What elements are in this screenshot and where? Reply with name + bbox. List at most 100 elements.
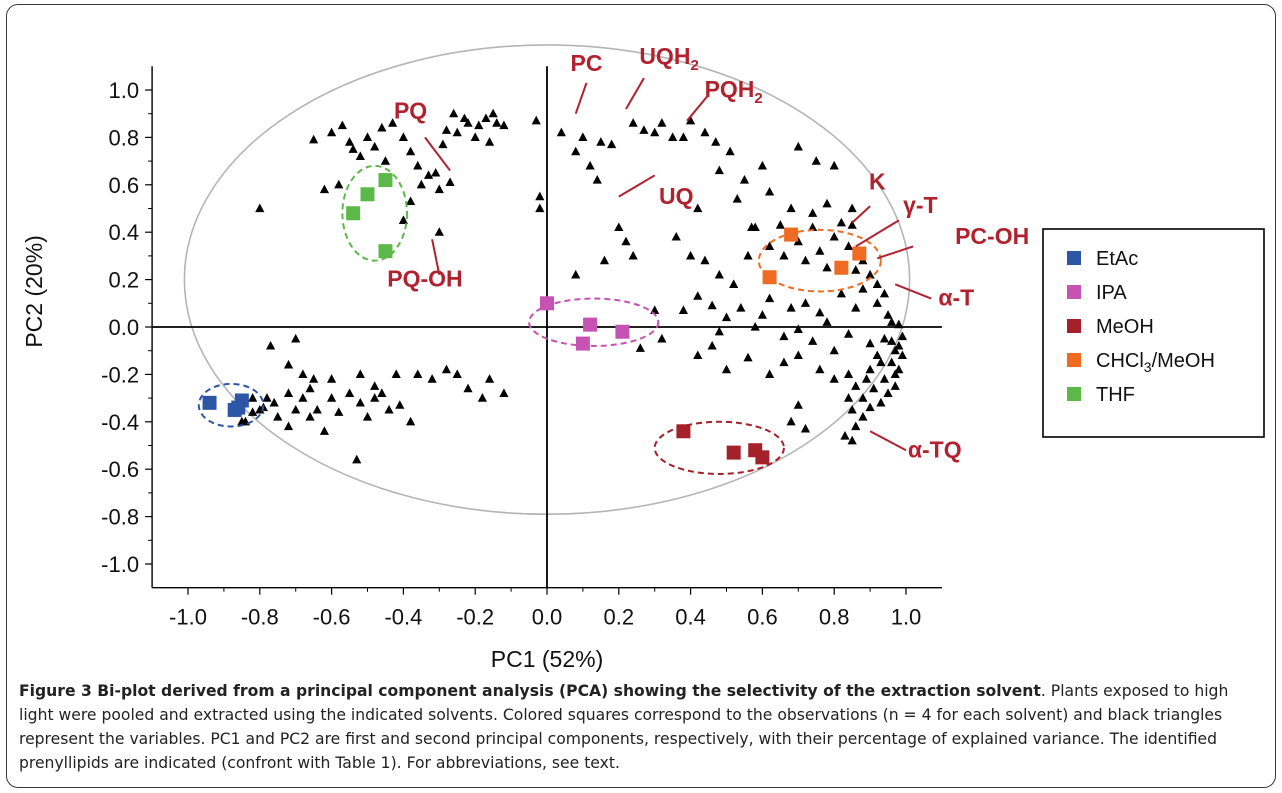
variable-triangle: [686, 115, 696, 125]
y-tick-label: 0.0: [109, 315, 140, 340]
variable-triangle: [384, 404, 394, 414]
annotation-leader-uqh2: [625, 77, 645, 110]
variable-triangle: [492, 118, 502, 127]
annotation-leader-pq: [424, 136, 451, 172]
x-tick-label: -0.2: [456, 605, 494, 630]
variable-triangle: [829, 160, 839, 170]
variable-triangle: [628, 250, 638, 260]
variable-triangle: [344, 137, 355, 146]
observation-square: [360, 187, 375, 202]
variable-triangle: [869, 383, 879, 393]
variables-group: [237, 108, 908, 464]
variable-triangle: [732, 194, 742, 203]
variable-triangle: [370, 141, 380, 151]
variable-triangle: [355, 151, 365, 160]
observation-square: [726, 445, 741, 460]
variable-triangle: [441, 364, 452, 374]
variable-triangle: [273, 412, 283, 421]
annotation-leader-alpha-t: [894, 283, 932, 300]
x-tick-label: 0.0: [532, 605, 563, 630]
variable-triangle: [721, 364, 732, 374]
variable-triangle: [262, 393, 272, 402]
x-tick-label: -0.6: [313, 605, 351, 630]
variable-triangle: [779, 331, 789, 341]
variable-triangle: [531, 115, 541, 125]
variable-triangle: [725, 146, 735, 156]
y-tick-label: -0.4: [101, 410, 139, 435]
annotation-text: PC-OH: [955, 223, 1029, 249]
variable-triangle: [438, 139, 448, 149]
annotation-leader-pq-oh: [431, 239, 441, 276]
annotation-text: α-TQ: [908, 436, 962, 462]
variable-triangle: [305, 412, 315, 421]
annotation-text: UQ: [659, 183, 694, 209]
series-meoh: [676, 424, 770, 465]
variable-triangle: [739, 175, 750, 184]
annotation-label-pc-oh: PC-OH: [955, 223, 1029, 249]
variable-triangle: [897, 331, 908, 341]
annotation-label-k: K: [869, 169, 886, 195]
variable-triangle: [822, 198, 832, 208]
variable-triangle: [405, 416, 416, 426]
annotation-label-gamma-t: γ-T: [903, 192, 938, 218]
variable-triangle: [283, 421, 294, 431]
ellipse-chcl--meoh: [757, 228, 882, 293]
variable-triangle: [779, 250, 789, 260]
annotation-label-alpha-t: α-T: [938, 285, 974, 311]
annotation-label-alpha-tq: α-TQ: [908, 436, 962, 462]
variable-triangle: [894, 319, 904, 329]
caption-title: Figure 3 Bi-plot derived from a principa…: [19, 682, 1041, 700]
variable-triangle: [887, 336, 897, 345]
variable-triangle: [298, 369, 308, 378]
variable-triangle: [890, 369, 900, 378]
variable-triangle: [657, 333, 667, 343]
annotation-label-pqh2: PQH2: [705, 76, 763, 107]
legend-item-chcl: CHCl3/MeOH: [1096, 350, 1215, 375]
variable-triangle: [248, 407, 258, 416]
variable-triangle: [764, 293, 775, 303]
annotation-leader-pqh2: [686, 94, 710, 122]
variable-triangle: [362, 412, 373, 421]
legend-item-ipa: IPA: [1096, 282, 1127, 304]
variable-triangle: [865, 338, 875, 348]
variable-triangle: [879, 288, 890, 298]
variable-triangle: [843, 241, 854, 251]
variable-triangle: [711, 137, 721, 146]
variable-triangle: [283, 388, 294, 397]
variable-triangle: [269, 397, 279, 407]
variable-triangle: [847, 435, 857, 445]
variable-triangle: [822, 262, 832, 272]
variable-triangle: [811, 156, 821, 165]
legend-swatch: [1067, 387, 1081, 401]
observation-square: [540, 296, 554, 311]
variable-triangle: [391, 369, 401, 378]
variable-triangle: [481, 113, 491, 123]
variable-triangle: [309, 134, 319, 144]
y-tick-label: -1.0: [101, 552, 139, 577]
y-tick-label: -0.2: [101, 362, 139, 387]
variable-triangle: [405, 146, 416, 156]
annotation-leader-gamma-t: [855, 219, 900, 248]
variable-triangle: [650, 305, 660, 315]
variable-triangle: [743, 250, 753, 260]
variable-triangle: [488, 108, 498, 118]
variable-triangle: [283, 359, 294, 369]
ellipse-meoh: [653, 420, 785, 475]
variable-triangle: [894, 340, 904, 350]
variable-triangle: [556, 127, 566, 137]
x-tick-label: -0.8: [241, 605, 279, 630]
observation-square: [346, 206, 361, 221]
variable-triangle: [872, 350, 882, 360]
variable-triangle: [843, 369, 854, 378]
variable-triangle: [607, 139, 617, 149]
variable-triangle: [793, 400, 803, 409]
variable-triangle: [858, 393, 868, 402]
variable-triangle: [237, 416, 247, 426]
legend: EtAc IPA MeOH CHCl3/MeOH THF: [1042, 228, 1265, 438]
annotation-text: γ-T: [903, 192, 938, 218]
variable-triangle: [865, 269, 875, 279]
variable-triangle: [639, 125, 649, 134]
y-tick-label: 1.0: [109, 78, 140, 103]
variable-triangle: [808, 222, 818, 232]
variable-triangle: [829, 374, 839, 383]
